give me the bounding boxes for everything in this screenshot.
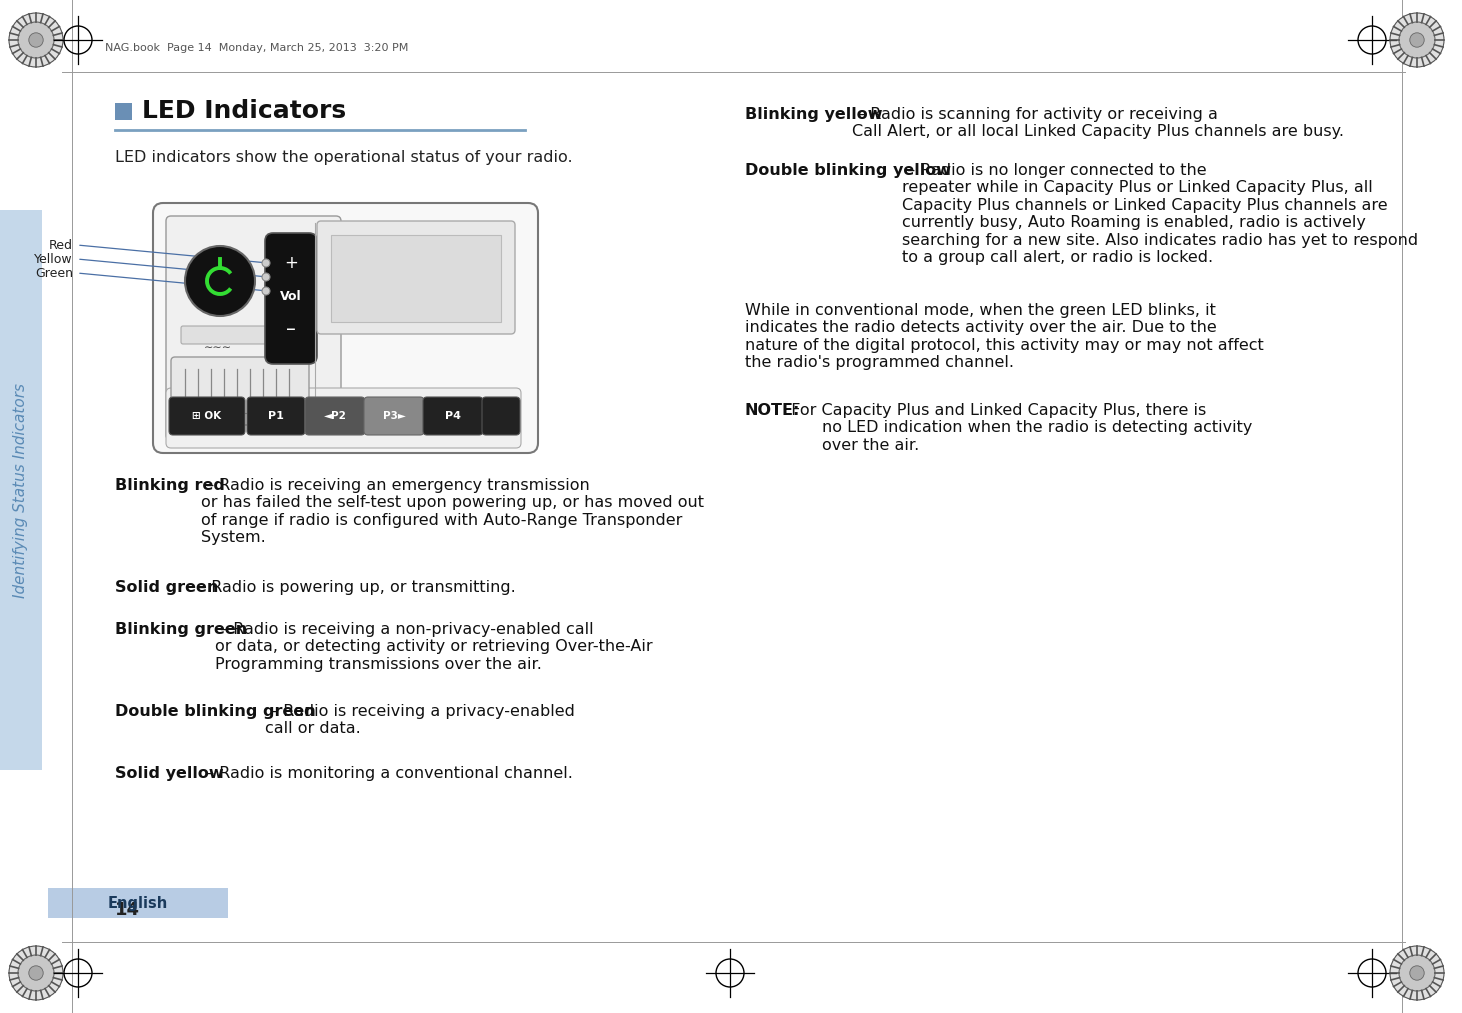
Text: For Capacity Plus and Linked Capacity Plus, there is
        no LED indication w: For Capacity Plus and Linked Capacity Pl… (781, 403, 1251, 453)
Text: LED Indicators: LED Indicators (142, 99, 346, 123)
Text: – Radio is receiving an emergency transmission
or has failed the self-test upon : – Radio is receiving an emergency transm… (200, 478, 703, 545)
Text: Double blinking yellow: Double blinking yellow (746, 163, 950, 178)
Circle shape (18, 955, 54, 991)
Circle shape (1390, 946, 1444, 1000)
Text: P1: P1 (268, 411, 284, 421)
FancyBboxPatch shape (330, 235, 501, 322)
Text: ∼∼∼: ∼∼∼ (203, 343, 232, 353)
FancyBboxPatch shape (423, 397, 482, 435)
Circle shape (186, 246, 254, 316)
FancyBboxPatch shape (171, 357, 308, 425)
FancyBboxPatch shape (306, 397, 366, 435)
FancyBboxPatch shape (167, 388, 520, 448)
FancyBboxPatch shape (48, 888, 228, 918)
FancyBboxPatch shape (0, 210, 42, 770)
FancyBboxPatch shape (482, 397, 520, 435)
Text: ◄P2: ◄P2 (323, 411, 346, 421)
Text: Solid green: Solid green (115, 580, 218, 595)
FancyBboxPatch shape (115, 103, 132, 120)
Text: Red: Red (50, 238, 73, 251)
FancyBboxPatch shape (364, 397, 424, 435)
Circle shape (1399, 955, 1436, 991)
Text: – Radio is no longer connected to the
repeater while in Capacity Plus or Linked : – Radio is no longer connected to the re… (902, 163, 1418, 265)
Text: Blinking red: Blinking red (115, 478, 225, 493)
Circle shape (9, 13, 63, 67)
Text: NOTE:: NOTE: (746, 403, 800, 418)
Circle shape (29, 32, 44, 48)
Circle shape (262, 272, 270, 281)
FancyBboxPatch shape (247, 397, 306, 435)
Text: –: – (287, 319, 295, 338)
Circle shape (1399, 22, 1436, 58)
Text: English: English (108, 895, 168, 911)
Text: – Radio is receiving a privacy-enabled
call or data.: – Radio is receiving a privacy-enabled c… (265, 704, 575, 736)
Circle shape (1409, 965, 1424, 981)
Text: – Radio is monitoring a conventional channel.: – Radio is monitoring a conventional cha… (200, 766, 573, 781)
Text: – Radio is scanning for activity or receiving a
Call Alert, or all local Linked : – Radio is scanning for activity or rece… (852, 107, 1344, 140)
Text: 14: 14 (115, 901, 140, 919)
FancyBboxPatch shape (181, 326, 295, 344)
Circle shape (9, 946, 63, 1000)
FancyBboxPatch shape (265, 233, 317, 364)
Circle shape (262, 259, 270, 267)
Text: Identifying Status Indicators: Identifying Status Indicators (13, 383, 28, 598)
Text: Double blinking green: Double blinking green (115, 704, 316, 719)
FancyBboxPatch shape (317, 221, 515, 334)
Text: ⊞ OK: ⊞ OK (193, 411, 222, 421)
Circle shape (18, 22, 54, 58)
Text: LED indicators show the operational status of your radio.: LED indicators show the operational stat… (115, 150, 573, 165)
FancyBboxPatch shape (167, 216, 341, 440)
Text: Green: Green (35, 266, 73, 280)
Text: NAG.book  Page 14  Monday, March 25, 2013  3:20 PM: NAG.book Page 14 Monday, March 25, 2013 … (105, 43, 408, 53)
FancyBboxPatch shape (170, 397, 246, 435)
Circle shape (29, 965, 44, 981)
Text: – Radio is receiving a non-privacy-enabled call
or data, or detecting activity o: – Radio is receiving a non-privacy-enabl… (215, 622, 652, 672)
Text: +: + (284, 254, 298, 272)
Text: Blinking yellow: Blinking yellow (746, 107, 883, 122)
Circle shape (1390, 13, 1444, 67)
Text: While in conventional mode, when the green LED blinks, it
indicates the radio de: While in conventional mode, when the gre… (746, 303, 1263, 370)
Text: Solid yellow: Solid yellow (115, 766, 224, 781)
Text: P3►: P3► (383, 411, 405, 421)
Circle shape (262, 287, 270, 295)
FancyBboxPatch shape (154, 203, 538, 453)
Text: Blinking green: Blinking green (115, 622, 247, 637)
Text: – Radio is powering up, or transmitting.: – Radio is powering up, or transmitting. (193, 580, 516, 595)
Text: Yellow: Yellow (35, 252, 73, 265)
Text: P4: P4 (444, 411, 461, 421)
Text: Vol: Vol (281, 290, 301, 303)
Circle shape (1409, 32, 1424, 48)
